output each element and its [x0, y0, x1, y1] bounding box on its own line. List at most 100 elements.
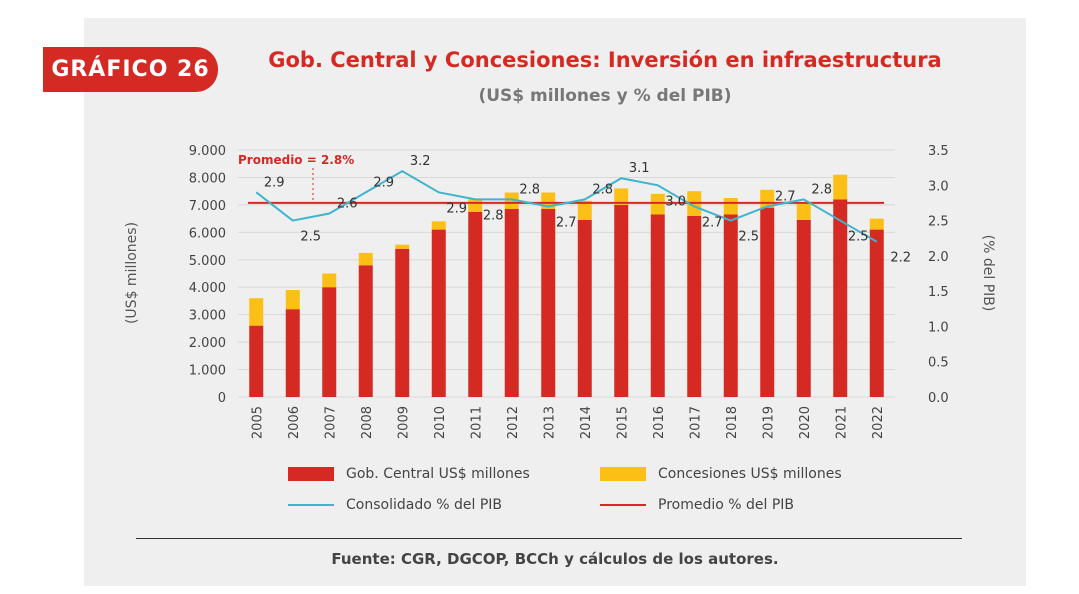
bar-conc: [285, 289, 300, 310]
legend-line: Consolidado % del PIB: [288, 497, 502, 513]
bar-gob: [431, 229, 446, 397]
y2-tick-label: 2.5: [928, 215, 949, 230]
bar-conc: [723, 198, 738, 215]
y-tick-label: 7.000: [189, 199, 226, 214]
data-label: 2.7: [702, 215, 723, 230]
divider: [136, 538, 962, 539]
legend-swatch: [600, 467, 646, 481]
chart-subtitle: (US$ millones y % del PIB): [478, 86, 732, 106]
bar-conc: [395, 244, 410, 249]
x-tick-label: 2013: [542, 406, 557, 439]
x-tick-label: 2007: [323, 406, 338, 439]
y-tick-label: 2.000: [189, 336, 226, 351]
figure-badge: GRÁFICO 26: [43, 47, 218, 92]
x-tick-label: 2020: [798, 406, 813, 439]
bar-gob: [614, 204, 629, 397]
bar-gob: [541, 209, 556, 397]
bar-gob: [796, 219, 811, 397]
y2-axis-label: (% del PIB): [980, 235, 996, 312]
line-consolidado: [255, 170, 878, 243]
bar-gob: [723, 214, 738, 397]
y-tick-label: 8.000: [189, 171, 226, 186]
data-label: 2.9: [373, 175, 394, 190]
x-tick-label: 2018: [725, 406, 740, 439]
data-label: 2.8: [592, 182, 613, 197]
x-tick-label: 2005: [250, 406, 265, 439]
y2-tick-label: 3.5: [928, 144, 949, 159]
data-label: 2.6: [337, 197, 358, 212]
data-label: 2.9: [446, 201, 467, 216]
bar-conc: [322, 273, 337, 288]
source-note: Fuente: CGR, DGCOP, BCCh y cálculos de l…: [331, 550, 779, 568]
x-tick-label: 2016: [652, 406, 667, 439]
average-annotation: Promedio = 2.8%: [238, 153, 354, 167]
bar-conc: [833, 174, 848, 200]
data-label: 2.8: [811, 182, 832, 197]
y2-tick-label: 0.0: [928, 391, 949, 406]
bar-gob: [650, 214, 665, 397]
y-tick-label: 0: [218, 391, 226, 406]
legend-swatch: [288, 504, 334, 506]
bar-conc: [796, 203, 811, 220]
bar-gob: [358, 265, 373, 397]
data-label: 2.8: [519, 182, 540, 197]
bar-gob: [577, 219, 592, 397]
x-tick-label: 2011: [469, 406, 484, 439]
y-axis-label: (US$ millones): [124, 222, 140, 324]
bar-conc: [650, 193, 665, 215]
bar-gob: [285, 309, 300, 397]
legend-swatch: [600, 504, 646, 506]
legend-conc: Concesiones US$ millones: [600, 466, 842, 482]
bar-conc: [577, 200, 592, 220]
legend-gob: Gob. Central US$ millones: [288, 466, 530, 482]
y2-tick-label: 2.0: [928, 250, 949, 265]
data-label: 3.2: [410, 154, 431, 169]
bar-conc: [358, 252, 373, 266]
legend-label: Promedio % del PIB: [658, 497, 795, 513]
bar-gob: [395, 248, 410, 397]
legend-label: Gob. Central US$ millones: [346, 466, 530, 482]
bar-gob: [322, 287, 337, 397]
y-tick-label: 1.000: [189, 364, 226, 379]
y2-tick-label: 1.0: [928, 320, 949, 335]
y2-tick-label: 3.0: [928, 179, 949, 194]
data-label: 3.1: [629, 161, 650, 176]
legend-swatch: [288, 467, 334, 481]
y2-tick-label: 0.5: [928, 356, 949, 371]
y-tick-label: 9.000: [189, 144, 226, 159]
data-label: 2.7: [556, 215, 577, 230]
legend-label: Concesiones US$ millones: [658, 466, 842, 482]
bar-gob: [249, 325, 264, 397]
bar-conc: [431, 221, 446, 230]
x-tick-label: 2008: [360, 406, 375, 439]
bar-gob: [504, 209, 519, 397]
data-label: 2.9: [264, 175, 285, 190]
bar-conc: [614, 188, 629, 205]
bar-gob: [760, 207, 775, 397]
bar-gob: [687, 215, 702, 397]
bar-conc: [869, 218, 884, 230]
bar-gob: [833, 199, 848, 397]
x-tick-label: 2017: [688, 406, 703, 439]
x-tick-label: 2022: [871, 406, 886, 439]
x-tick-label: 2010: [433, 406, 448, 439]
x-tick-label: 2009: [396, 406, 411, 439]
chart-title: Gob. Central y Concesiones: Inversión en…: [268, 48, 942, 72]
data-label: 2.5: [738, 230, 759, 245]
x-tick-label: 2012: [506, 406, 521, 439]
bar-conc: [504, 192, 519, 210]
legend-avg: Promedio % del PIB: [600, 497, 794, 513]
x-tick-label: 2015: [615, 406, 630, 439]
y-tick-label: 6.000: [189, 226, 226, 241]
x-tick-label: 2019: [761, 406, 776, 439]
y-tick-label: 3.000: [189, 309, 226, 324]
data-label: 2.8: [483, 208, 504, 223]
data-label: 2.2: [890, 251, 911, 266]
data-label: 3.0: [665, 194, 686, 209]
y-tick-label: 4.000: [189, 281, 226, 296]
x-tick-label: 2006: [287, 406, 302, 439]
x-tick-label: 2021: [834, 406, 849, 439]
x-tick-label: 2014: [579, 406, 594, 439]
